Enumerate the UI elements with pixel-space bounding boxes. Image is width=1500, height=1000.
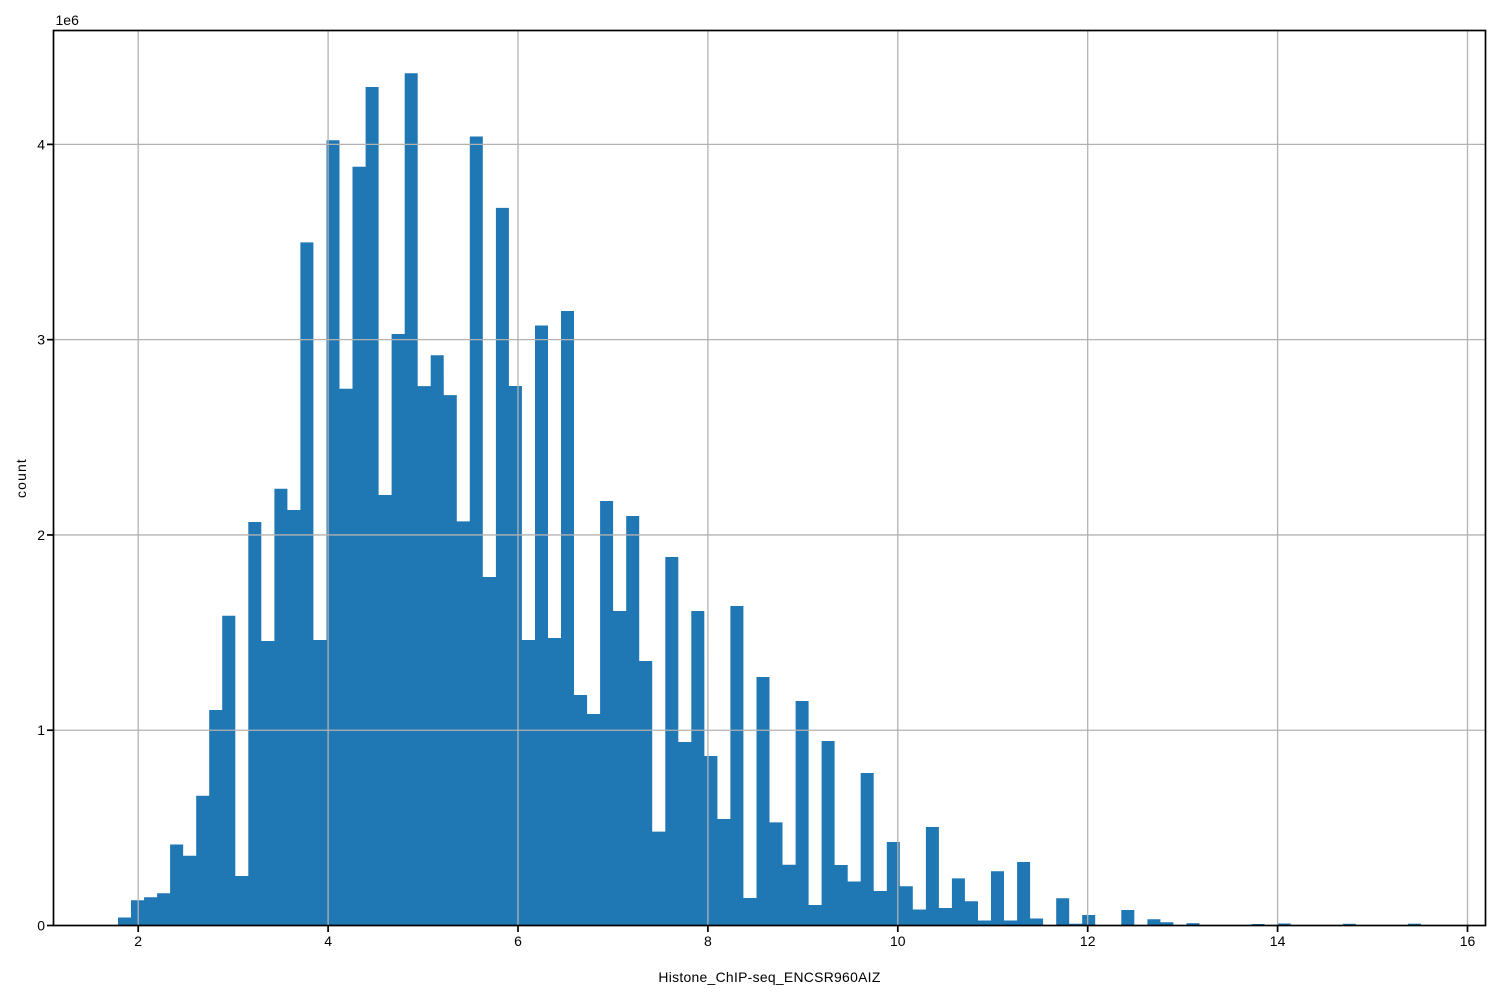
svg-text:count: count: [13, 458, 29, 498]
svg-text:6: 6: [514, 933, 522, 949]
svg-text:1: 1: [37, 722, 45, 738]
svg-text:3: 3: [37, 332, 45, 348]
svg-text:4: 4: [37, 136, 45, 152]
svg-text:2: 2: [37, 527, 45, 543]
svg-text:10: 10: [890, 933, 906, 949]
svg-text:16: 16: [1460, 933, 1476, 949]
svg-text:2: 2: [134, 933, 142, 949]
svg-text:Histone_ChIP-seq_ENCSR960AIZ: Histone_ChIP-seq_ENCSR960AIZ: [658, 969, 880, 985]
svg-text:0: 0: [37, 918, 45, 934]
svg-text:4: 4: [324, 933, 332, 949]
svg-text:1e6: 1e6: [56, 12, 80, 28]
svg-text:8: 8: [704, 933, 712, 949]
svg-text:12: 12: [1080, 933, 1096, 949]
svg-text:14: 14: [1270, 933, 1286, 949]
